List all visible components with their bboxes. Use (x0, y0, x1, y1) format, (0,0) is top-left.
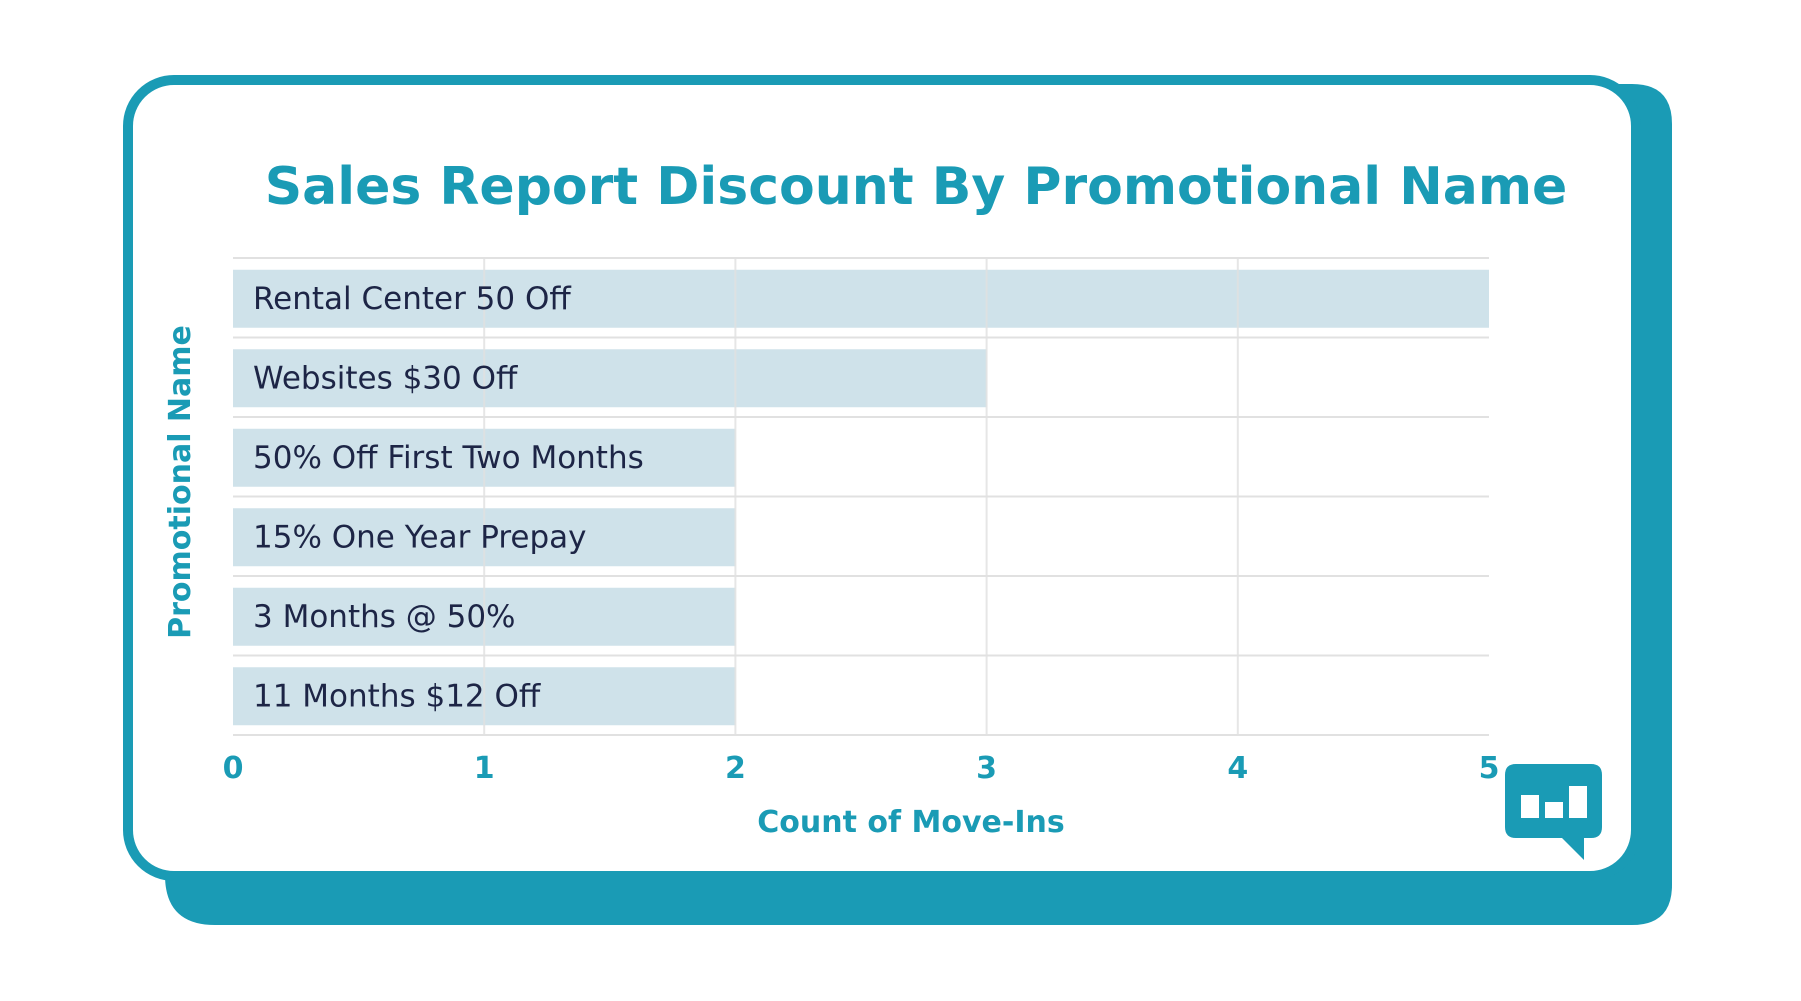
category-label: 50% Off First Two Months (253, 440, 644, 476)
category-labels: Rental Center 50 Off Websites $30 Off 50% … (253, 281, 644, 715)
category-label: Rental Center 50 Off (253, 281, 571, 317)
y-axis-title: Promotional Name (163, 325, 198, 639)
x-axis-title: Count of Move-Ins (757, 805, 1064, 840)
category-label: 3 Months @ 50% (253, 599, 516, 635)
bar (233, 349, 987, 408)
bar (233, 269, 1489, 328)
x-tick-label: 1 (474, 751, 495, 786)
bar-chart-speech-bubble-icon (1505, 764, 1602, 860)
x-tick-label: 0 (223, 751, 244, 786)
x-tick-label: 4 (1227, 751, 1248, 786)
category-label: Websites $30 Off (253, 360, 518, 396)
chart-bars (233, 258, 1489, 735)
category-label: 11 Months $12 Off (253, 678, 541, 714)
chart-grid (233, 257, 1489, 736)
category-label: 15% One Year Prepay (253, 519, 587, 555)
x-axis-ticks: 0 1 2 3 4 5 (223, 751, 1500, 786)
x-tick-label: 5 (1479, 751, 1500, 786)
chart-title: Sales Report Discount By Promotional Nam… (265, 157, 1568, 217)
x-tick-label: 2 (725, 751, 746, 786)
x-tick-label: 3 (976, 751, 997, 786)
